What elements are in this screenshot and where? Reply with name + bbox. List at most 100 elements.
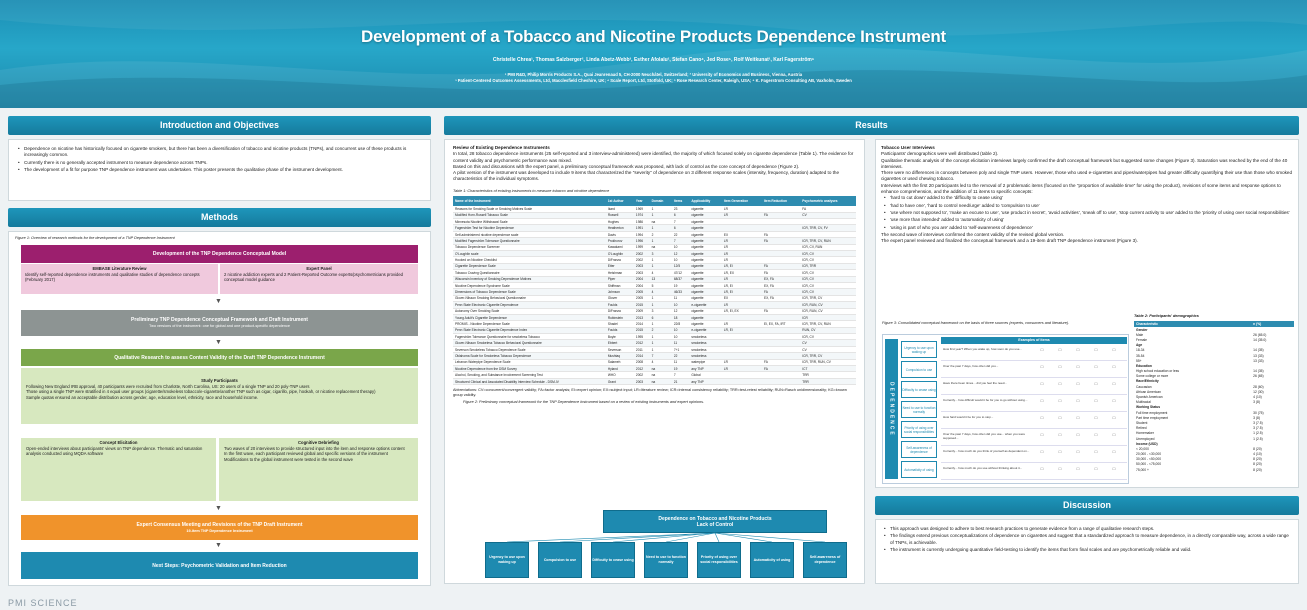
step-label: Qualitative Research to assess Content V… xyxy=(114,354,325,361)
table-cell xyxy=(721,346,762,354)
table-cell: cigarette xyxy=(689,288,722,296)
table-cell: Tobacco Dependence Screener xyxy=(453,244,606,252)
table-cell: 75,000 + xyxy=(1136,467,1149,472)
table-cell: ICR, CV xyxy=(800,256,856,264)
table-cell: 10 xyxy=(671,327,690,335)
discussion-section-heading: Discussion xyxy=(875,496,1299,515)
table-cell: LR xyxy=(721,276,762,284)
fig3-item-text: How hard would it be for you to stop... xyxy=(943,415,994,419)
table-cell: Johnson xyxy=(605,288,634,296)
table-cell: Full time employment xyxy=(1136,410,1168,415)
table-cell: na xyxy=(649,371,672,379)
concept-elicitation-body: Open-ended interviews about participants… xyxy=(26,445,203,457)
checkbox-icon: □ xyxy=(1040,466,1044,471)
table-row: Modified Horn-Russell Tobacco Scale Russe… xyxy=(453,212,856,220)
table-cell: 10 xyxy=(671,244,690,252)
table-cell: 68/37 xyxy=(671,276,690,284)
checkbox-icon: □ xyxy=(1094,364,1098,369)
table-cell: 1 xyxy=(649,263,672,271)
discussion-bullet: This approach was designed to adhere to … xyxy=(881,526,1293,533)
table-cell: 1 (2.5) xyxy=(1253,436,1263,441)
table-cell: 13 xyxy=(649,276,672,284)
table-cell: 3 (7.5) xyxy=(1253,420,1263,425)
table-cell: 11 xyxy=(671,295,690,303)
fig3-domain-label: Need to use to function normally xyxy=(901,401,937,418)
table-cell: ICR, CV xyxy=(800,276,856,284)
table-cell xyxy=(761,301,801,309)
fig3-domain-label: Compulsion to use xyxy=(901,361,937,378)
table-1-body: Reasons for Smoking Scale or Smoking Mot… xyxy=(453,205,856,386)
table-cell xyxy=(761,314,801,322)
table-cell: 22/8 xyxy=(671,320,690,328)
table-cell: LR xyxy=(721,256,762,264)
review-paragraph: A pilot version of the instrument was de… xyxy=(453,170,840,182)
table-2-caption: Table 2: Participants' demographics xyxy=(1134,314,1199,318)
table-row: Tobacco Dependence Screener Kawakami 1999 n… xyxy=(453,244,856,252)
table-cell: Tobacco Craving Questionnaire xyxy=(453,269,606,277)
table-row: Nicotine Dependence from the DSM Survey H… xyxy=(453,365,856,373)
table-cell: cigarette xyxy=(689,218,722,226)
table-cell: FA xyxy=(761,365,801,373)
review-paragraph: Based on this and discussions with the e… xyxy=(453,163,800,169)
checkbox-icon: □ xyxy=(1058,466,1062,471)
table-row: Education xyxy=(1134,363,1294,368)
table-row: Part time employment 3 (8) xyxy=(1134,415,1294,420)
table-cell: ICT xyxy=(800,365,856,373)
table-cell: 19 xyxy=(671,365,690,373)
table-cell: LR xyxy=(721,365,762,373)
interviews-paragraph: Qualitative thematic analysis of the con… xyxy=(881,157,1288,169)
table-row: Multiracial 3 (8) xyxy=(1134,400,1294,405)
table-cell: cigarette xyxy=(689,308,722,315)
study-participants-box: Study Participants Following New England… xyxy=(21,368,418,424)
table-cell: Multiracial xyxy=(1136,400,1151,405)
table-cell: 47/12 xyxy=(671,269,690,277)
pmi-science-logo: PMI SCIENCE xyxy=(8,598,78,608)
table-cell: 1 xyxy=(649,301,672,309)
table-cell: ICR, RUN, CV xyxy=(800,301,856,309)
table-cell: 2003 xyxy=(633,378,650,386)
table-cell xyxy=(800,218,856,226)
table-row: Race/Ethnicity xyxy=(1134,379,1294,384)
table-cell xyxy=(721,218,762,226)
added-item-bullet: 'using is part of who you are' added to … xyxy=(881,225,1293,232)
cognitive-debriefing-line: Modifications to the global instrument w… xyxy=(224,456,353,462)
table-row: Autonomy Over Smoking Scale DiFranza 2009 3… xyxy=(453,308,856,315)
table-cell: Shiffman xyxy=(605,282,634,290)
table-row: 75,000 + 8 (20) xyxy=(1134,467,1294,472)
table-2: Characteristic n (%) Gender Male 26 (65.0) F… xyxy=(1134,321,1294,472)
table-cell: 30 (75) xyxy=(1253,410,1264,415)
down-arrow-icon: ▼ xyxy=(215,298,222,305)
table-cell: 7 xyxy=(649,352,672,360)
table-cell: any TNP xyxy=(689,378,722,386)
fig3-domain-label: Difficulty to cease using xyxy=(901,381,937,398)
method-step-next-steps: Next Steps: Psychometric Validation and … xyxy=(21,552,418,579)
table-cell: 50,000 - <75,000 xyxy=(1136,462,1162,467)
step-label: Expert Consensus Meeting and Revisions o… xyxy=(136,521,303,528)
table-row: Self-administered nicotine dependence sc… xyxy=(453,231,856,239)
table-cell: 2002 xyxy=(633,256,650,264)
table-cell: waterpipe xyxy=(689,359,722,367)
table-cell: 12 xyxy=(671,308,690,315)
table-cell: PROMIS - Nicotine Dependence Scale xyxy=(453,320,606,328)
checkbox-icon: □ xyxy=(1076,381,1080,386)
table-cell: ICR, CV xyxy=(800,282,856,290)
table-cell: 8 (20) xyxy=(1253,446,1262,451)
table-1-container: Name of the instrument 1st Author Year Doma… xyxy=(453,195,856,386)
table-cell: 14 (35) xyxy=(1253,348,1264,353)
checkbox-icon: □ xyxy=(1094,449,1098,454)
fig3-item-row: Over the past 7 days, how often did you … xyxy=(941,432,1127,446)
table-cell: ICR, TRR, RUN, CV xyxy=(800,359,856,367)
table-cell: 8 (20) xyxy=(1253,462,1262,467)
table-cell: Rubinstein xyxy=(605,314,634,322)
checkbox-icon: □ xyxy=(1094,432,1098,437)
table-cell xyxy=(761,205,801,213)
table-cell: 1995 xyxy=(633,333,650,341)
table-cell: cigarette xyxy=(689,314,722,322)
table-row: Severson Smokeless Tobacco Dependence Sc… xyxy=(453,346,856,354)
checkbox-icon: □ xyxy=(1076,398,1080,403)
fig2-subconcept-box: Self-awareness of dependence xyxy=(803,542,847,578)
table-cell: na xyxy=(649,365,672,373)
table-cell: LR, EI xyxy=(721,263,762,271)
table-cell: ICR, CV xyxy=(800,250,856,258)
table-cell: cigarette xyxy=(689,320,722,328)
